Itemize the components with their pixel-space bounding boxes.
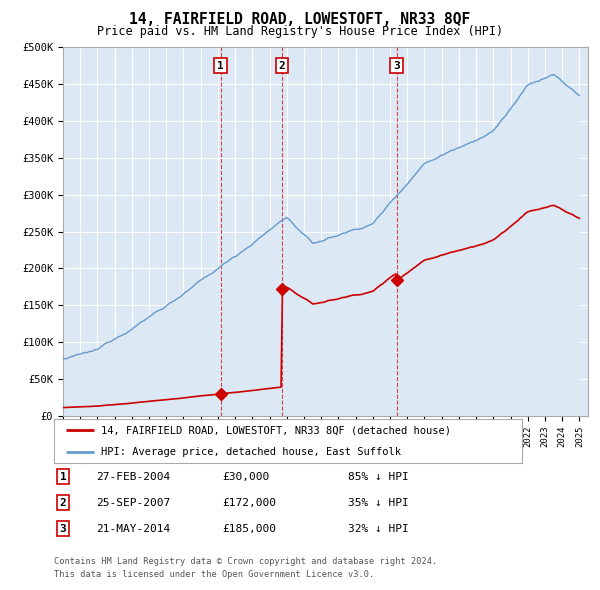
Text: Price paid vs. HM Land Registry's House Price Index (HPI): Price paid vs. HM Land Registry's House … [97, 25, 503, 38]
Text: 3: 3 [59, 524, 67, 533]
Text: This data is licensed under the Open Government Licence v3.0.: This data is licensed under the Open Gov… [54, 571, 374, 579]
Text: 25-SEP-2007: 25-SEP-2007 [96, 498, 170, 507]
Text: HPI: Average price, detached house, East Suffolk: HPI: Average price, detached house, East… [101, 447, 401, 457]
Text: £185,000: £185,000 [222, 524, 276, 533]
Text: 32% ↓ HPI: 32% ↓ HPI [348, 524, 409, 533]
Text: 27-FEB-2004: 27-FEB-2004 [96, 472, 170, 481]
Text: 2: 2 [59, 498, 67, 507]
Text: 1: 1 [59, 472, 67, 481]
Text: £30,000: £30,000 [222, 472, 269, 481]
Text: 14, FAIRFIELD ROAD, LOWESTOFT, NR33 8QF (detached house): 14, FAIRFIELD ROAD, LOWESTOFT, NR33 8QF … [101, 425, 451, 435]
Text: 2: 2 [279, 61, 286, 71]
Text: 1: 1 [217, 61, 224, 71]
Text: 3: 3 [393, 61, 400, 71]
Text: 85% ↓ HPI: 85% ↓ HPI [348, 472, 409, 481]
Text: £172,000: £172,000 [222, 498, 276, 507]
Text: Contains HM Land Registry data © Crown copyright and database right 2024.: Contains HM Land Registry data © Crown c… [54, 558, 437, 566]
Text: 35% ↓ HPI: 35% ↓ HPI [348, 498, 409, 507]
Text: 14, FAIRFIELD ROAD, LOWESTOFT, NR33 8QF: 14, FAIRFIELD ROAD, LOWESTOFT, NR33 8QF [130, 12, 470, 27]
Text: 21-MAY-2014: 21-MAY-2014 [96, 524, 170, 533]
